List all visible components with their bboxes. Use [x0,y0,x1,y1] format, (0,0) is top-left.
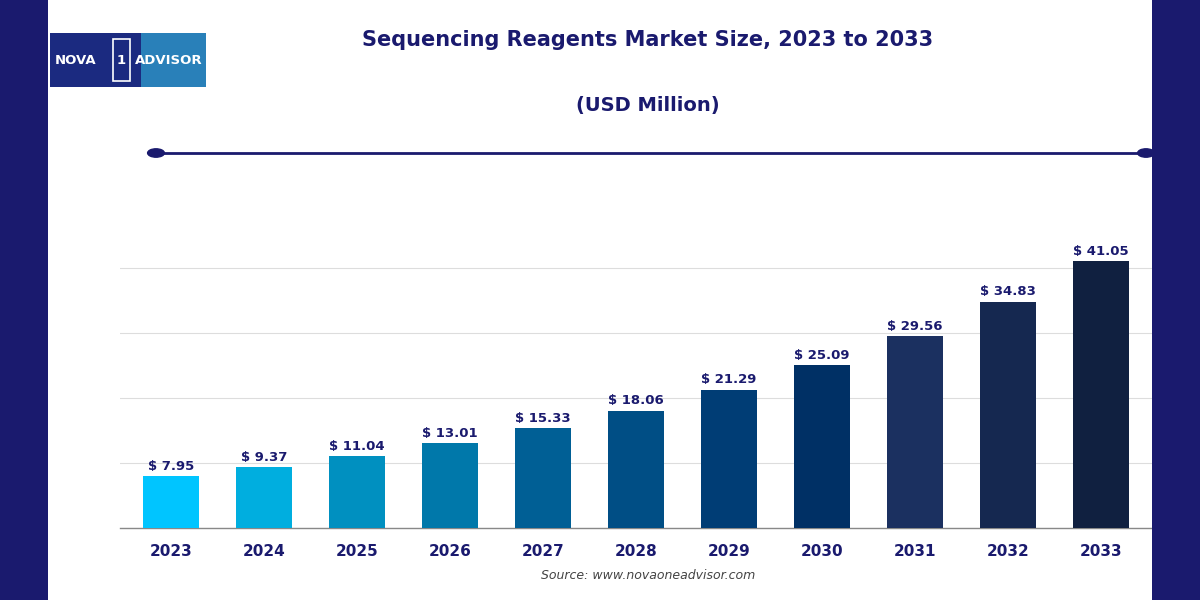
FancyBboxPatch shape [140,33,206,87]
Text: $ 7.95: $ 7.95 [148,460,194,473]
Text: $ 29.56: $ 29.56 [887,320,943,332]
FancyBboxPatch shape [50,33,140,87]
Text: $ 15.33: $ 15.33 [515,412,571,425]
Bar [143,476,199,528]
Bar [980,302,1036,528]
Bar [701,389,757,528]
Text: 1: 1 [116,53,126,67]
Text: $ 11.04: $ 11.04 [329,440,385,453]
Bar [1073,261,1129,528]
Bar [422,443,478,528]
Text: $ 13.01: $ 13.01 [422,427,478,440]
Bar [887,336,943,528]
Bar [515,428,571,528]
Text: Source: www.novaoneadvisor.com: Source: www.novaoneadvisor.com [541,569,755,582]
Text: $ 9.37: $ 9.37 [241,451,287,464]
Text: $ 21.29: $ 21.29 [701,373,757,386]
Text: $ 25.09: $ 25.09 [794,349,850,362]
Text: $ 41.05: $ 41.05 [1073,245,1129,258]
Bar [236,467,292,528]
Text: Sequencing Reagents Market Size, 2023 to 2033: Sequencing Reagents Market Size, 2023 to… [362,30,934,50]
Text: ADVISOR: ADVISOR [134,53,203,67]
Bar [794,365,850,528]
Text: NOVA: NOVA [54,53,96,67]
Text: (USD Million): (USD Million) [576,96,720,115]
Bar [329,456,385,528]
Text: $ 18.06: $ 18.06 [608,394,664,407]
Bar [608,410,664,528]
Text: $ 34.83: $ 34.83 [980,286,1036,298]
